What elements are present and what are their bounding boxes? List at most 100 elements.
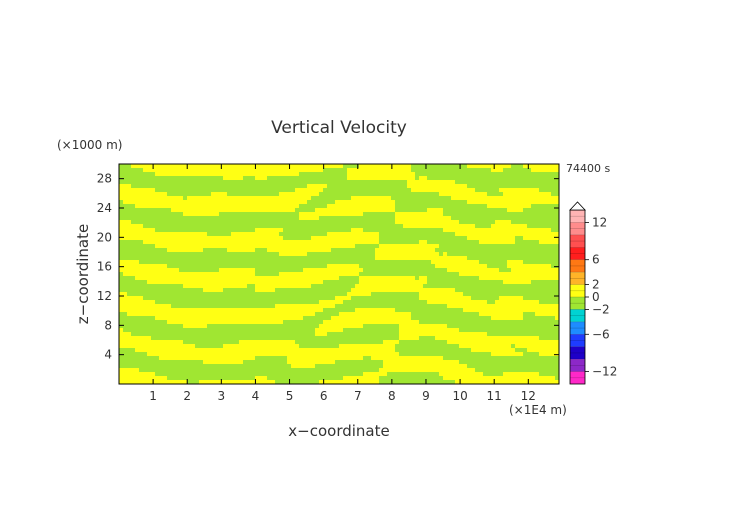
positive-velocity-cell [171,208,295,212]
positive-velocity-cell [379,244,439,248]
y-tick-label: 28 [97,172,112,186]
positive-velocity-cell [187,196,311,200]
positive-velocity-cell [375,248,435,252]
positive-velocity-cell [399,336,419,340]
positive-velocity-cell [119,264,167,268]
positive-velocity-cell [503,280,531,284]
positive-velocity-cell [279,252,307,256]
positive-velocity-cell [359,280,427,284]
colorbar-level [570,321,585,335]
colorbar-level [570,259,585,273]
positive-velocity-cell [135,348,395,352]
positive-velocity-cell [443,376,555,380]
x-tick-label: 3 [218,389,226,403]
positive-velocity-cell [203,360,243,364]
positive-velocity-cell [351,196,391,200]
x-tick-label: 7 [354,389,362,403]
y-unit-label: (×1000 m) [57,138,122,152]
positive-velocity-cell [343,376,379,380]
positive-velocity-cell [119,328,123,332]
positive-velocity-cell [443,228,551,232]
positive-velocity-cell [491,224,527,228]
positive-velocity-cell [539,352,559,356]
positive-velocity-cell [255,284,311,288]
positive-velocity-cell [119,368,139,372]
positive-velocity-cell [351,288,455,292]
positive-velocity-cell [255,376,267,380]
positive-velocity-cell [223,176,243,180]
positive-velocity-cell [135,276,339,280]
positive-velocity-cell [119,268,179,272]
positive-velocity-cell [227,248,255,252]
positive-velocity-cell [119,300,155,304]
positive-velocity-cell [363,372,387,376]
x-tick-label: 11 [487,389,502,403]
positive-velocity-cell [399,328,459,332]
positive-velocity-cell [279,272,359,276]
positive-velocity-cell [507,264,551,268]
positive-velocity-cell [275,304,335,308]
positive-velocity-cell [159,356,255,360]
positive-velocity-cell [459,344,511,348]
positive-velocity-cell [327,232,379,236]
positive-velocity-cell [459,272,559,276]
positive-velocity-cell [331,316,411,320]
positive-velocity-cell [327,204,395,208]
positive-velocity-cell [503,372,539,376]
positive-velocity-cell [419,240,427,244]
y-tick-label: 8 [104,318,112,332]
colorbar-level [570,272,585,285]
x-axis-label: x−coordinate [288,422,389,440]
colorbar-level [570,297,585,310]
positive-velocity-cell [119,188,155,192]
positive-velocity-cell [155,172,299,176]
positive-velocity-cell [327,264,359,268]
positive-velocity-cell [167,248,203,252]
positive-velocity-cell [119,236,283,240]
colorbar-level [570,234,585,248]
positive-velocity-cell [315,332,327,336]
positive-velocity-cell [347,172,415,176]
positive-velocity-cell [279,192,319,196]
positive-velocity-cell [299,216,319,220]
positive-velocity-cell [219,268,255,272]
velocity-field [119,164,559,384]
colorbar-level [570,222,585,235]
colorbar-tick-label: −2 [592,302,610,316]
positive-velocity-cell [239,340,295,344]
positive-velocity-cell [339,344,395,348]
colorbar-extend-arrow [569,201,586,211]
positive-velocity-cell [355,284,423,288]
positive-velocity-cell [123,200,307,204]
positive-velocity-cell [447,304,559,308]
colorbar-level [570,359,585,372]
positive-velocity-cell [119,296,143,300]
colorbar-tick-label: 12 [592,215,607,229]
positive-velocity-cell [119,308,323,312]
x-tick-label: 5 [286,389,294,403]
positive-velocity-cell [119,184,131,188]
positive-velocity-cell [383,340,399,344]
colorbar-level [570,309,585,322]
positive-velocity-cell [435,336,539,340]
positive-velocity-cell [255,176,267,180]
positive-velocity-cell [503,192,551,196]
positive-velocity-cell [119,228,155,232]
time-label: 74400 s [566,162,610,175]
colorbar-level [570,371,585,384]
positive-velocity-cell [407,184,467,188]
positive-velocity-cell [395,216,451,220]
positive-velocity-cell [315,208,395,212]
positive-velocity-cell [119,332,131,336]
positive-velocity-cell [395,212,443,216]
positive-velocity-cell [319,324,363,328]
positive-velocity-cell [411,188,475,192]
positive-velocity-cell [123,272,255,276]
y-tick-label: 4 [104,348,112,362]
positive-velocity-cell [351,228,363,232]
colorbar-level [570,334,585,347]
positive-velocity-cell [471,348,515,352]
x-tick-label: 9 [422,389,430,403]
positive-velocity-cell [499,296,523,300]
positive-velocity-cell [487,204,531,208]
